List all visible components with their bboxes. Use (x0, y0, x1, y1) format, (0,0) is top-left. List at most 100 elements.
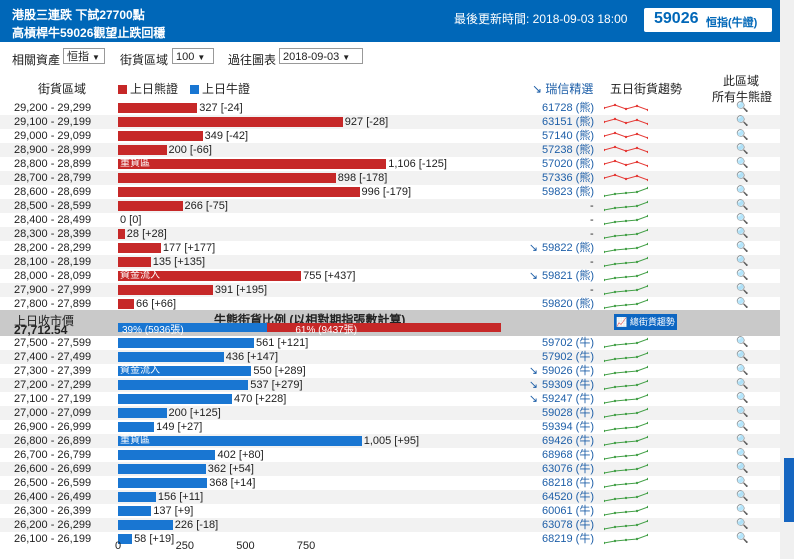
search-icon[interactable]: 🔍 (736, 270, 749, 281)
total-trend-button[interactable]: 📈 總街貨趨勢 (614, 314, 677, 330)
warrant-code-link[interactable]: ↘ 59822 (熊) (528, 242, 594, 254)
quantity-bar[interactable] (118, 117, 343, 127)
warrant-code-link[interactable]: 61728 (熊) (542, 102, 594, 114)
quantity-bar[interactable] (118, 299, 134, 309)
quantity-bar[interactable] (118, 145, 167, 155)
quantity-bar[interactable] (118, 534, 133, 544)
trend-sparkline[interactable] (604, 463, 648, 475)
search-icon[interactable]: 🔍 (736, 435, 749, 446)
warrant-code-link[interactable]: ↘ 59309 (牛) (528, 379, 594, 391)
trend-sparkline[interactable] (604, 214, 648, 226)
trend-sparkline[interactable] (604, 284, 648, 296)
search-icon[interactable]: 🔍 (736, 242, 749, 253)
trend-sparkline[interactable] (604, 172, 648, 184)
trend-sparkline[interactable] (604, 130, 648, 142)
search-icon[interactable]: 🔍 (736, 337, 749, 348)
warrant-code-link[interactable]: 68219 (牛) (542, 533, 594, 545)
trend-sparkline[interactable] (604, 505, 648, 517)
search-icon[interactable]: 🔍 (736, 228, 749, 239)
search-icon[interactable]: 🔍 (736, 491, 749, 502)
trend-sparkline[interactable] (604, 351, 648, 363)
warrant-code-link[interactable]: 60061 (牛) (542, 505, 594, 517)
trend-sparkline[interactable] (604, 298, 648, 310)
quantity-bar[interactable] (118, 257, 151, 267)
quantity-bar[interactable] (118, 492, 156, 502)
search-icon[interactable]: 🔍 (736, 379, 749, 390)
trend-sparkline[interactable] (604, 337, 648, 349)
warrant-code-link[interactable]: ↘ 59026 (牛) (528, 365, 594, 377)
warrant-code-link[interactable]: 59823 (熊) (542, 186, 594, 198)
warrant-code-link[interactable]: 57140 (熊) (542, 130, 594, 142)
warrant-code-link[interactable]: 59394 (牛) (542, 421, 594, 433)
warrant-code-link[interactable]: 57020 (熊) (542, 158, 594, 170)
quantity-bar[interactable] (118, 464, 206, 474)
search-icon[interactable]: 🔍 (736, 158, 749, 169)
search-icon[interactable]: 🔍 (736, 421, 749, 432)
search-icon[interactable]: 🔍 (736, 351, 749, 362)
quantity-bar[interactable] (118, 271, 302, 281)
quantity-bar[interactable] (118, 380, 249, 390)
search-icon[interactable]: 🔍 (736, 102, 749, 113)
headline-title[interactable]: 港股三連跌 下試27700點 (12, 8, 145, 22)
trend-sparkline[interactable] (604, 270, 648, 282)
quantity-bar[interactable] (118, 229, 125, 239)
warrant-code-link[interactable]: 59820 (熊) (542, 298, 594, 310)
warrant-code-link[interactable]: 68218 (牛) (542, 477, 594, 489)
quantity-bar[interactable] (118, 394, 232, 404)
trend-sparkline[interactable] (604, 435, 648, 447)
search-icon[interactable]: 🔍 (736, 463, 749, 474)
trend-sparkline[interactable] (604, 228, 648, 240)
trend-sparkline[interactable] (604, 491, 648, 503)
trend-sparkline[interactable] (604, 365, 648, 377)
warrant-code-link[interactable]: 63076 (牛) (542, 463, 594, 475)
quantity-bar[interactable] (118, 436, 362, 446)
warrant-code-link[interactable]: 57902 (牛) (542, 351, 594, 363)
quantity-bar[interactable] (118, 285, 213, 295)
trend-sparkline[interactable] (604, 477, 648, 489)
warrant-code-link[interactable]: 57336 (熊) (542, 172, 594, 184)
quantity-bar[interactable] (118, 506, 152, 516)
search-icon[interactable]: 🔍 (736, 393, 749, 404)
search-icon[interactable]: 🔍 (736, 407, 749, 418)
warrant-code-link[interactable]: ↘ 59821 (熊) (528, 270, 594, 282)
search-icon[interactable]: 🔍 (736, 172, 749, 183)
trend-sparkline[interactable] (604, 421, 648, 433)
range-select[interactable]: 100 ▼ (172, 48, 214, 64)
quantity-bar[interactable] (118, 159, 387, 169)
quantity-bar[interactable] (118, 103, 198, 113)
trend-sparkline[interactable] (604, 186, 648, 198)
warrant-code-link[interactable]: 63078 (牛) (542, 519, 594, 531)
quantity-bar[interactable] (118, 352, 224, 362)
warrant-code-link[interactable]: ↘ 59247 (牛) (528, 393, 594, 405)
warrant-code-link[interactable]: 69426 (牛) (542, 435, 594, 447)
warrant-code-link[interactable]: 64520 (牛) (542, 491, 594, 503)
quantity-bar[interactable] (118, 131, 203, 141)
trend-sparkline[interactable] (604, 256, 648, 268)
search-icon[interactable]: 🔍 (736, 365, 749, 376)
trend-sparkline[interactable] (604, 116, 648, 128)
search-icon[interactable]: 🔍 (736, 519, 749, 530)
headline-subtitle[interactable]: 高槓桿牛59026觀望止跌回穩 (12, 26, 166, 40)
trend-sparkline[interactable] (604, 519, 648, 531)
warrant-code-link[interactable]: 59028 (牛) (542, 407, 594, 419)
quantity-bar[interactable] (118, 187, 360, 197)
quantity-bar[interactable] (118, 520, 173, 530)
trend-sparkline[interactable] (604, 200, 648, 212)
trend-sparkline[interactable] (604, 533, 648, 545)
trend-sparkline[interactable] (604, 407, 648, 419)
trend-sparkline[interactable] (604, 449, 648, 461)
trend-sparkline[interactable] (604, 144, 648, 156)
quantity-bar[interactable] (118, 366, 252, 376)
trend-sparkline[interactable] (604, 379, 648, 391)
search-icon[interactable]: 🔍 (736, 477, 749, 488)
trend-sparkline[interactable] (604, 102, 648, 114)
quantity-bar[interactable] (118, 478, 208, 488)
search-icon[interactable]: 🔍 (736, 130, 749, 141)
search-icon[interactable]: 🔍 (736, 186, 749, 197)
side-feedback-tab[interactable] (784, 458, 794, 522)
quantity-bar[interactable] (118, 338, 255, 348)
search-icon[interactable]: 🔍 (736, 284, 749, 295)
trend-sparkline[interactable] (604, 158, 648, 170)
quantity-bar[interactable] (118, 173, 336, 183)
search-icon[interactable]: 🔍 (736, 505, 749, 516)
